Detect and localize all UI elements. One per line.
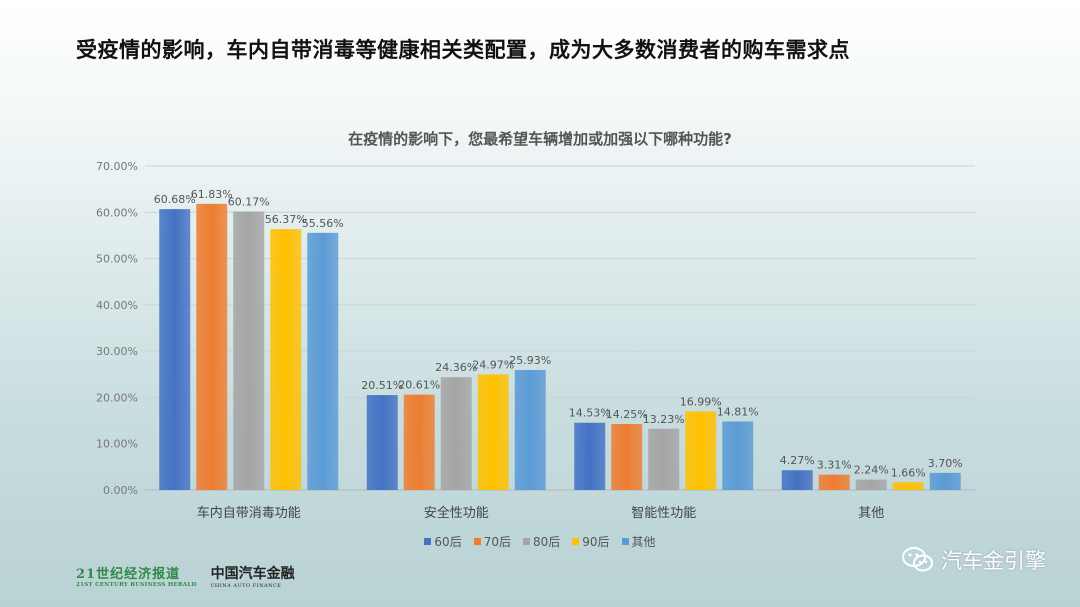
bar xyxy=(477,374,509,490)
data-label: 20.61% xyxy=(398,379,440,392)
bar xyxy=(722,421,754,490)
legend-label: 90后 xyxy=(582,535,610,549)
bar xyxy=(270,229,302,490)
legend-swatch xyxy=(473,538,481,545)
legend-item: 其他 xyxy=(621,533,656,550)
data-label: 60.68% xyxy=(154,193,196,206)
y-tick-label: 10.00% xyxy=(96,438,138,451)
bar xyxy=(611,424,643,490)
data-label: 61.83% xyxy=(191,188,233,201)
y-tick-label: 0.00% xyxy=(103,484,138,497)
data-label: 3.70% xyxy=(928,457,963,470)
data-label: 3.31% xyxy=(817,459,852,472)
y-tick-label: 40.00% xyxy=(96,299,138,312)
data-label: 25.93% xyxy=(509,354,551,367)
legend-label: 其他 xyxy=(631,535,656,549)
legend-swatch xyxy=(621,538,629,545)
y-tick-label: 70.00% xyxy=(96,160,138,173)
logo-china-auto-finance-name: 中国汽车金融 xyxy=(210,566,295,582)
data-label: 13.23% xyxy=(643,413,685,426)
x-category-label: 车内自带消毒功能 xyxy=(197,505,301,521)
bar xyxy=(196,203,228,490)
data-label: 14.81% xyxy=(717,405,759,418)
x-category-label: 智能性功能 xyxy=(631,506,696,521)
legend-item: 60后 xyxy=(424,533,462,550)
legend-label: 60后 xyxy=(434,535,462,549)
logo-21st-century-name: 21世纪经济报道 xyxy=(76,567,181,582)
footer-logos: 21世纪经济报道 21ST CENTURY BUSINESS HERALD 中国… xyxy=(76,563,295,589)
data-label: 24.36% xyxy=(435,361,477,374)
bar xyxy=(892,482,924,490)
data-label: 4.27% xyxy=(780,454,815,467)
y-tick-label: 30.00% xyxy=(96,345,138,358)
y-tick-label: 60.00% xyxy=(96,206,138,219)
x-category-label: 其他 xyxy=(858,506,884,521)
logo-china-auto-finance: 中国汽车金融 CHINA AUTO FINANCE xyxy=(211,563,295,589)
bar xyxy=(648,428,680,490)
data-label: 14.25% xyxy=(606,408,648,421)
data-label: 20.51% xyxy=(361,379,403,392)
legend-item: 80后 xyxy=(522,533,561,550)
bar xyxy=(159,209,191,490)
bar xyxy=(514,369,546,490)
bar xyxy=(307,232,339,490)
wechat-watermark: 汽车金引擎 xyxy=(901,545,1046,575)
chart-legend: 60后 70后 80后 90后 其他 xyxy=(0,533,1080,550)
legend-swatch xyxy=(572,538,580,545)
bar xyxy=(233,211,265,491)
wechat-icon xyxy=(902,547,933,572)
watermark-text: 汽车金引擎 xyxy=(941,549,1046,573)
data-label: 60.17% xyxy=(228,195,270,208)
legend-swatch xyxy=(424,538,432,545)
legend-label: 70后 xyxy=(483,535,511,549)
bar xyxy=(403,394,435,490)
logo-21st-century: 21世纪经济报道 21ST CENTURY BUSINESS HERALD xyxy=(76,563,197,588)
y-tick-label: 50.00% xyxy=(96,253,138,266)
data-label: 24.97% xyxy=(472,358,514,371)
bar xyxy=(685,411,717,490)
bar xyxy=(929,472,961,490)
chart-title: 在疫情的影响下，您最希望车辆增加或加强以下哪种功能? xyxy=(348,130,732,148)
bar xyxy=(855,479,887,490)
slide-title: 受疫情的影响，车内自带消毒等健康相关类配置，成为大多数消费者的购车需求点 xyxy=(76,38,850,62)
bar xyxy=(818,474,850,490)
bar xyxy=(781,470,813,490)
bar xyxy=(574,422,606,490)
legend-label: 80后 xyxy=(532,535,561,549)
logo-21st-century-english: 21ST CENTURY BUSINESS HERALD xyxy=(76,582,197,588)
y-tick-label: 20.00% xyxy=(96,391,138,404)
x-category-label: 安全性功能 xyxy=(424,505,489,521)
bar xyxy=(440,377,472,490)
legend-item: 90后 xyxy=(572,533,610,550)
logo-china-auto-finance-english: CHINA AUTO FINANCE xyxy=(210,583,282,589)
data-label: 55.56% xyxy=(302,217,344,230)
data-label: 1.66% xyxy=(891,466,926,479)
legend-item: 70后 xyxy=(473,533,511,550)
data-label: 2.24% xyxy=(854,464,889,477)
data-label: 56.37% xyxy=(265,213,307,226)
data-label: 14.53% xyxy=(569,407,611,420)
data-label: 16.99% xyxy=(680,395,722,408)
bar xyxy=(366,395,398,490)
legend-swatch xyxy=(522,538,530,545)
